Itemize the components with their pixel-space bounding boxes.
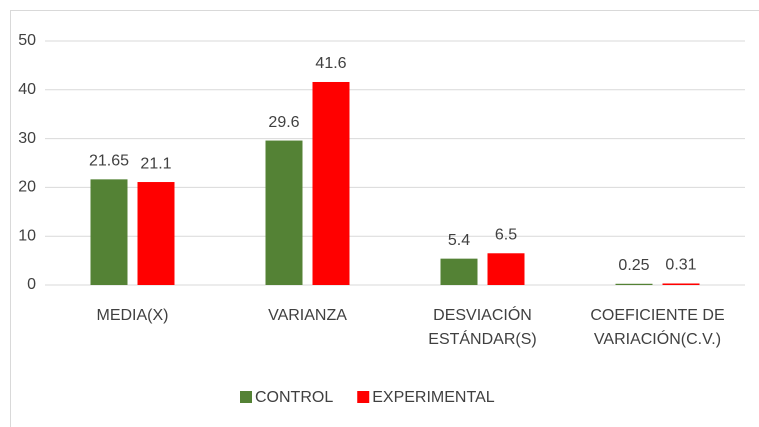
bar — [487, 253, 525, 285]
data-label: 0.31 — [665, 257, 696, 274]
bar — [90, 179, 128, 285]
x-tick-label: MEDIA(X) — [96, 307, 169, 324]
legend-swatch — [240, 391, 252, 403]
data-label: 21.1 — [140, 155, 171, 172]
bar — [137, 182, 175, 285]
bar — [615, 283, 653, 285]
data-label: 41.6 — [315, 55, 346, 72]
bar — [312, 81, 350, 285]
bar — [440, 258, 478, 285]
chart-border — [10, 10, 759, 427]
legend-label: CONTROL — [255, 389, 333, 406]
legend-label: EXPERIMENTAL — [372, 389, 495, 406]
data-label: 29.6 — [268, 114, 299, 131]
y-tick-label: 30 — [18, 130, 36, 147]
legend-swatch — [357, 391, 370, 403]
bar — [662, 283, 700, 285]
data-label: 5.4 — [448, 232, 470, 249]
data-label: 6.5 — [495, 226, 517, 243]
y-tick-label: 50 — [18, 32, 36, 49]
y-tick-label: 40 — [18, 81, 36, 98]
data-label: 0.25 — [618, 257, 649, 274]
y-tick-label: 10 — [18, 227, 36, 244]
y-tick-label: 0 — [27, 276, 36, 293]
x-tick-label: VARIANZA — [268, 307, 347, 324]
x-tick-label: COEFICIENTE DE VARIACIÓN(C.V.) — [590, 307, 725, 348]
y-tick-label: 20 — [18, 179, 36, 196]
x-tick-label: DESVIACIÓN ESTÁNDAR(S) — [428, 307, 537, 348]
data-label: 21.65 — [89, 153, 129, 170]
bar — [265, 140, 303, 285]
